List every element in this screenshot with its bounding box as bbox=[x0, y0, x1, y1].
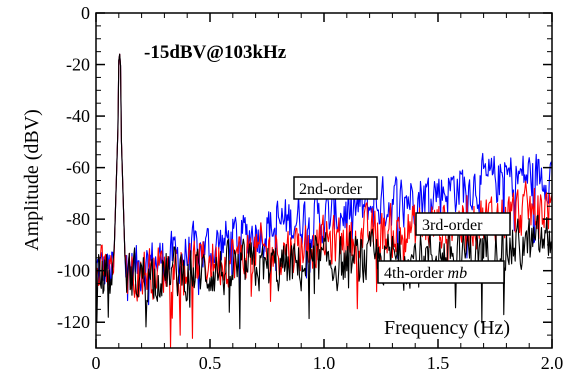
y-tick-label: -40 bbox=[66, 106, 90, 126]
legend-4th-order-mb-box bbox=[377, 260, 505, 284]
y-tick-label: -120 bbox=[57, 312, 90, 332]
y-tick-label: -80 bbox=[66, 209, 90, 229]
x-axis-title: Frequency (Hz) bbox=[384, 317, 510, 339]
legend-2nd-order: 2nd-order bbox=[293, 176, 378, 200]
series-layer bbox=[96, 53, 552, 348]
plot-frame bbox=[95, 12, 553, 349]
x-tick-label: 0.5 bbox=[199, 353, 222, 373]
x-tick-label: 1.0 bbox=[313, 353, 336, 373]
y-tick-label: 0 bbox=[81, 3, 90, 23]
y-tick-label: -60 bbox=[66, 158, 90, 178]
series-line-1 bbox=[96, 53, 552, 348]
tick-label-layer: 0 0.5 1.0 1.5 2.0 0 -20 -40 -60 -80 -100 -120 bbox=[57, 3, 563, 373]
x-tick-label: 2.0 bbox=[541, 353, 564, 373]
x-tick-label: 1.5 bbox=[427, 353, 450, 373]
tick-layer bbox=[95, 12, 553, 349]
legend-3rd-order-label: 3rd-order bbox=[422, 217, 483, 234]
legend-4th-order-mb-label: 4th-order mb bbox=[384, 265, 467, 282]
series-line-2 bbox=[96, 53, 552, 330]
legend-2nd-order-label: 2nd-order bbox=[299, 181, 363, 198]
legend-3rd-order: 3rd-order bbox=[415, 212, 511, 236]
legend-2nd-order-box bbox=[293, 176, 378, 200]
y-axis-title: Amplitude (dBV) bbox=[21, 109, 43, 251]
legend-4th-order-mb-italic: mb bbox=[448, 265, 468, 282]
x-tick-label: 0 bbox=[92, 353, 101, 373]
y-tick-label: -20 bbox=[66, 55, 90, 75]
peak-annotation: -15dBV@103kHz bbox=[144, 42, 287, 63]
legend-3rd-order-box bbox=[415, 212, 511, 236]
legend-4th-order-mb: 4th-order mb bbox=[377, 260, 505, 284]
y-tick-label: -100 bbox=[57, 261, 90, 281]
legend-4th-order-mb-plain: 4th-order bbox=[384, 265, 448, 282]
